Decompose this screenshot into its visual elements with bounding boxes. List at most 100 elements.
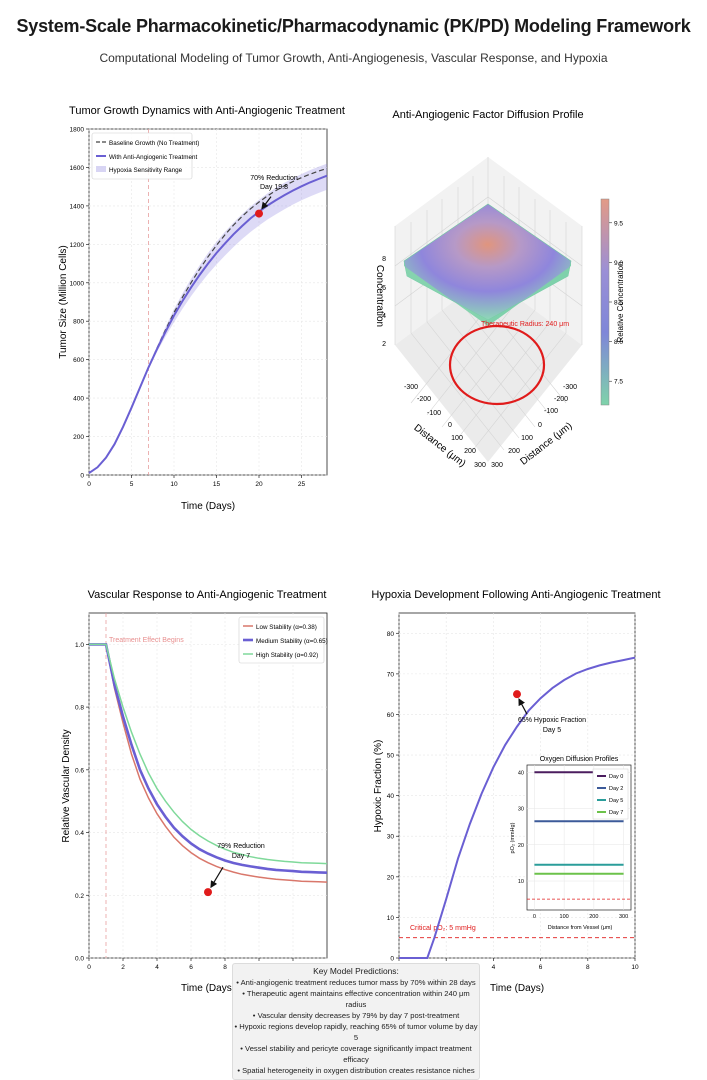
inset-ytick-label: 40 (518, 770, 524, 776)
inset-x-ticks: 0 100 200 300 (533, 914, 628, 920)
tumor-ytick-label: 0 (80, 473, 84, 480)
left-tick-neg100: -100 (427, 410, 441, 417)
reduction-annotation-line2: Day 19.8 (260, 184, 288, 191)
tumor-xtick-label: 10 (170, 481, 178, 488)
hypoxia-ytick-label: 40 (387, 793, 395, 800)
vascular-grid (88, 613, 327, 959)
critical-po2-label: Critical pO₂: 5 mmHg (410, 925, 476, 932)
right-tick-neg100: -100 (544, 408, 558, 415)
vascular-xtick-label: 2 (121, 964, 125, 971)
tumor-legend: Baseline Growth (No Treatment) With Anti… (91, 132, 199, 180)
vascular-reduction-arrow (210, 866, 224, 889)
legend-low-label: Low Stability (α=0.38) (256, 624, 317, 631)
surface-x-label: Distance (μm) (412, 422, 468, 469)
hypoxia-ytick-label: 60 (387, 712, 395, 719)
right-tick-200: 200 (508, 448, 520, 455)
tumor-xtick-label: 0 (87, 481, 91, 488)
vascular-chart-title: Vascular Response to Anti-Angiogenic Tre… (88, 589, 327, 601)
tumor-xtick-label: 15 (213, 481, 221, 488)
inset-ytick-label: 30 (518, 807, 524, 813)
legend-high-label: High Stability (α=0.92) (256, 652, 318, 659)
hypoxia-ytick-label: 0 (390, 956, 394, 963)
treatment-effect-label: Treatment Effect Begins (109, 637, 184, 644)
legend-baseline-label: Baseline Growth (No Treatment) (109, 140, 199, 147)
inset-legend-items: Day 0 Day 2 Day 5 Day 7 (597, 774, 623, 816)
hypoxia-xtick-label: 4 (492, 964, 496, 971)
legend-treatment-label: With Anti-Angiogenic Treatment (109, 154, 197, 161)
left-tick-100: 100 (451, 435, 463, 442)
hypoxia-xtick-label: 6 (539, 964, 543, 971)
surface-z-label: Concentration (374, 265, 385, 327)
tumor-ytick-label: 1200 (70, 242, 85, 249)
hypoxia-chart: Hypoxia Development Following Anti-Angio… (371, 589, 660, 994)
oxygen-inset-chart: Oxygen Diffusion Profiles 10 20 30 40 0 100 2… (510, 756, 632, 931)
z-tick-6: 6 (382, 285, 386, 292)
surface-right-axis-ticks: -300 -200 -100 0 100 200 300 (491, 384, 577, 469)
right-tick-neg200: -200 (554, 396, 568, 403)
left-tick-neg300: -300 (404, 384, 418, 391)
colorbar-tick-label: 8.0 (614, 339, 623, 346)
prediction-item: • Vascular density decreases by 79% by d… (252, 1011, 460, 1020)
inset-legend: Day 0 Day 2 Day 5 Day 7 (592, 768, 629, 820)
tumor-y-ticks: 0 200 400 600 800 1000 1200 1400 1600 1800 (70, 127, 89, 480)
treatment-growth-line (88, 174, 328, 474)
z-tick-4: 4 (382, 313, 386, 320)
tumor-xtick-label: 5 (130, 481, 134, 488)
tumor-plot-area (88, 128, 328, 476)
surface-floor-pane (395, 276, 582, 462)
left-tick-0: 0 (448, 422, 452, 429)
prediction-item: • Hypoxic regions develop rapidly, reach… (234, 1022, 478, 1042)
tumor-ytick-label: 1800 (70, 127, 85, 134)
legend-medium-label: Medium Stability (α=0.65) (256, 638, 328, 645)
tumor-growth-chart: Tumor Growth Dynamics with Anti-Angiogen… (58, 105, 345, 512)
right-tick-300: 300 (491, 462, 503, 469)
inset-ytick-label: 10 (518, 879, 524, 885)
tumor-chart-title: Tumor Growth Dynamics with Anti-Angiogen… (69, 105, 345, 117)
key-predictions-box: Key Model Predictions: • Anti-angiogenic… (232, 963, 480, 1080)
hypoxia-annotation-line1: 65% Hypoxic Fraction (518, 717, 586, 724)
inset-ytick-label: 20 (518, 843, 524, 849)
inset-xtick-label: 0 (533, 914, 536, 920)
inset-legend-label: Day 2 (609, 786, 623, 792)
hypoxia-sensitivity-band (89, 163, 327, 474)
therapeutic-radius-label: Therapeutic Radius: 240 μm (481, 321, 569, 328)
tumor-ytick-label: 400 (73, 396, 84, 403)
predictions-title: Key Model Predictions: (313, 966, 399, 976)
surface-y-label: Distance (μm) (518, 420, 574, 467)
left-tick-300: 300 (474, 462, 486, 469)
tumor-ytick-label: 600 (73, 357, 84, 364)
legend-band-label: Hypoxia Sensitivity Range (109, 167, 183, 174)
tumor-xtick-label: 25 (298, 481, 306, 488)
reduction-marker (255, 209, 263, 218)
hypoxia-arrow (518, 698, 528, 715)
hypoxia-ytick-label: 80 (387, 631, 395, 638)
hypoxia-y-label: Hypoxic Fraction (%) (373, 740, 384, 833)
vascular-annotation-line1: 79% Reduction (217, 843, 265, 850)
colorbar-tick-label: 9.0 (614, 260, 623, 267)
surface-z-ticks: 8 6 4 2 (382, 256, 386, 348)
z-tick-2: 2 (382, 341, 386, 348)
page-subtitle: Computational Modeling of Tumor Growth, … (99, 51, 608, 65)
tumor-x-ticks: 0 5 10 15 20 25 (87, 475, 305, 488)
diffusion-chart-title: Anti-Angiogenic Factor Diffusion Profile (392, 109, 583, 121)
medium-stability-line (89, 643, 328, 874)
vascular-reduction-marker (204, 888, 212, 897)
prediction-item: • Therapeutic agent maintains effective … (242, 989, 470, 1009)
tumor-ytick-label: 800 (73, 319, 84, 326)
reduction-arrow (261, 196, 272, 210)
low-stability-line (89, 643, 328, 883)
right-tick-100: 100 (521, 435, 533, 442)
tumor-x-label: Time (Days) (181, 501, 235, 512)
surface-left-edge (404, 261, 488, 326)
vascular-xtick-label: 6 (189, 964, 193, 971)
tumor-ytick-label: 1600 (70, 165, 85, 172)
vascular-ytick-label: 0.8 (75, 705, 84, 712)
vascular-annotation-line2: Day 7 (232, 853, 250, 860)
hypoxia-marker (513, 690, 521, 699)
hypoxia-ytick-label: 20 (387, 874, 395, 881)
hypoxia-annotation-line2: Day 5 (543, 727, 561, 734)
hypoxic-fraction-line (399, 656, 636, 959)
vascular-ytick-label: 1.0 (75, 642, 84, 649)
inset-title: Oxygen Diffusion Profiles (540, 756, 619, 763)
